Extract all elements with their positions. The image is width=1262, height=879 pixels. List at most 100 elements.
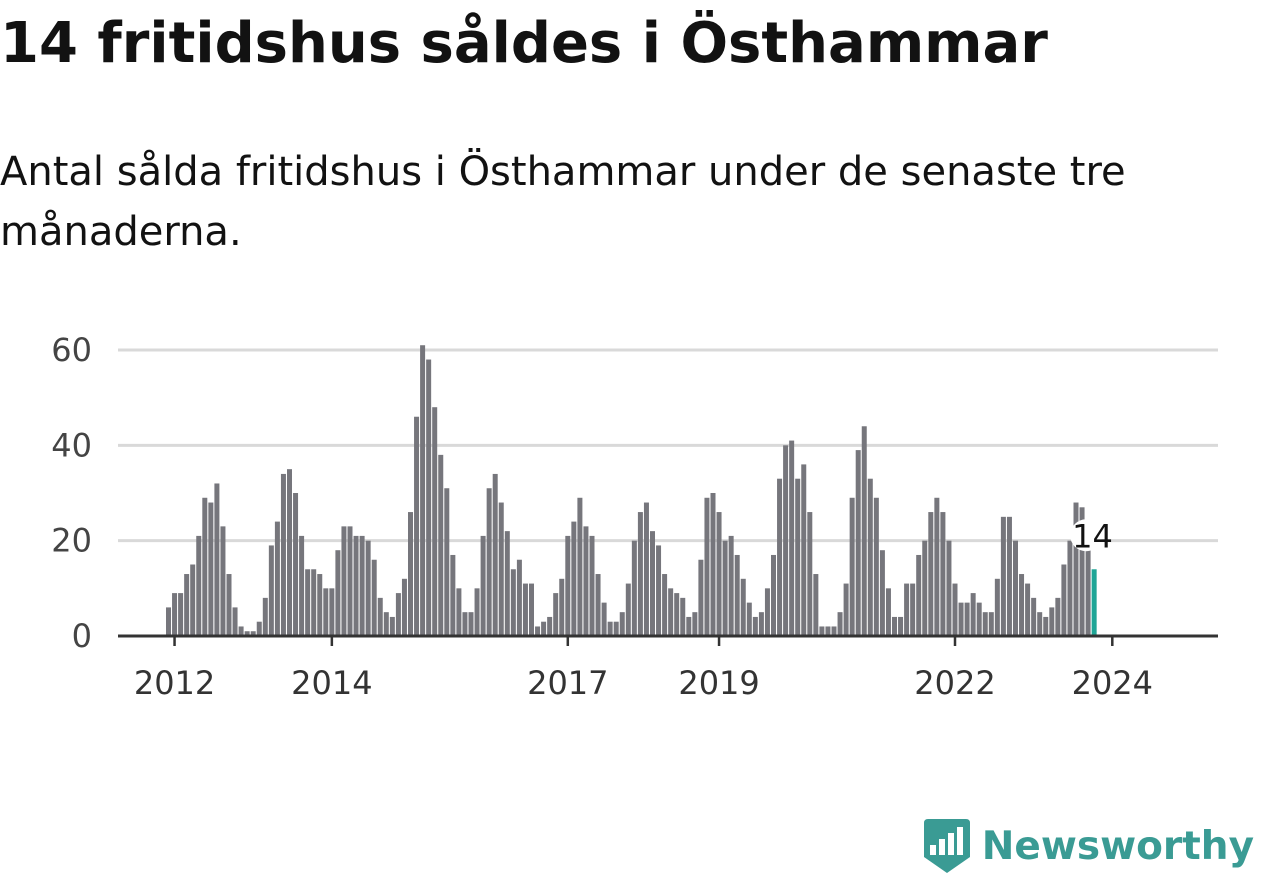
bar bbox=[172, 593, 178, 636]
bar bbox=[934, 497, 940, 636]
bar bbox=[849, 497, 855, 636]
bar bbox=[444, 488, 450, 636]
bar bbox=[335, 550, 341, 636]
bar bbox=[529, 583, 534, 636]
bar bbox=[553, 593, 559, 636]
bar bbox=[795, 478, 801, 636]
bar bbox=[486, 488, 492, 636]
bar bbox=[771, 554, 776, 636]
bar bbox=[256, 621, 262, 636]
bar bbox=[1073, 502, 1079, 636]
bar bbox=[1085, 550, 1091, 636]
bar bbox=[680, 597, 686, 636]
bar bbox=[801, 464, 807, 636]
bar bbox=[1061, 564, 1067, 636]
bar bbox=[637, 512, 643, 636]
bar bbox=[1000, 516, 1006, 636]
bar bbox=[208, 502, 214, 636]
bar bbox=[202, 497, 208, 636]
bar bbox=[976, 602, 982, 636]
bar bbox=[214, 483, 220, 636]
bar bbox=[686, 616, 692, 636]
bar bbox=[613, 621, 619, 636]
bar bbox=[698, 559, 704, 636]
bar bbox=[1043, 616, 1049, 636]
bar bbox=[450, 554, 456, 636]
bar bbox=[456, 588, 462, 636]
bar bbox=[293, 493, 299, 636]
bar bbox=[988, 612, 994, 636]
bar bbox=[952, 583, 958, 636]
bar bbox=[1049, 607, 1055, 636]
bar bbox=[722, 540, 728, 636]
bar bbox=[414, 416, 420, 636]
bar bbox=[565, 535, 571, 636]
chart-subtitle: Antal sålda fritidshus i Östhammar under… bbox=[0, 149, 1126, 255]
bar bbox=[383, 612, 389, 636]
newsworthy-logo-text: Newsworthy bbox=[981, 823, 1254, 869]
chart-title: 14 fritidshus såldes i Östhammar bbox=[0, 11, 1048, 76]
bar bbox=[311, 569, 317, 636]
bar bbox=[625, 583, 631, 636]
bar bbox=[982, 612, 988, 636]
bar bbox=[1031, 597, 1037, 636]
bar bbox=[226, 574, 232, 636]
bar bbox=[1079, 507, 1085, 636]
bar bbox=[504, 531, 510, 636]
bar bbox=[807, 512, 813, 636]
x-tick-label: 2012 bbox=[134, 664, 215, 702]
bar bbox=[607, 621, 613, 636]
x-tick-label: 2022 bbox=[914, 664, 995, 702]
bar bbox=[589, 535, 595, 636]
bars-layer bbox=[166, 345, 1097, 636]
bar bbox=[631, 540, 637, 636]
bar bbox=[710, 493, 716, 636]
bar bbox=[916, 554, 922, 636]
bar bbox=[1067, 540, 1073, 636]
bar bbox=[656, 545, 662, 636]
bar bbox=[958, 602, 964, 636]
y-tick-label: 60 bbox=[51, 331, 92, 369]
bar bbox=[359, 535, 365, 636]
bar bbox=[904, 583, 910, 636]
x-tick-label: 2019 bbox=[678, 664, 759, 702]
axis-layer: 0 20 40 60 2012 2014 2017 2019 2022 2024 14 bbox=[51, 331, 1218, 702]
x-tick-label: 2017 bbox=[527, 664, 608, 702]
bar bbox=[389, 616, 395, 636]
bar bbox=[898, 616, 904, 636]
bar bbox=[746, 602, 752, 636]
bar bbox=[734, 554, 740, 636]
bar bbox=[892, 616, 897, 636]
bar bbox=[492, 473, 498, 636]
bar bbox=[522, 583, 528, 636]
bar bbox=[432, 407, 438, 636]
bar bbox=[758, 612, 764, 636]
bar bbox=[462, 612, 468, 636]
bar bbox=[535, 626, 541, 636]
bar bbox=[662, 574, 668, 636]
bar bbox=[498, 502, 504, 636]
bar bbox=[274, 521, 280, 636]
bar bbox=[843, 583, 849, 636]
bar bbox=[280, 473, 286, 636]
bar bbox=[250, 631, 256, 636]
bar bbox=[232, 607, 238, 636]
bar bbox=[873, 497, 879, 636]
bar bbox=[777, 478, 783, 636]
bar bbox=[964, 602, 970, 636]
bar bbox=[740, 578, 746, 636]
bar bbox=[595, 574, 601, 636]
bar bbox=[819, 626, 825, 636]
bar bbox=[650, 531, 655, 636]
bar bbox=[547, 616, 553, 636]
newsworthy-logo[interactable]: Newsworthy bbox=[922, 817, 1254, 875]
bar bbox=[371, 559, 377, 636]
bar bbox=[704, 497, 710, 636]
bar bbox=[855, 450, 861, 636]
bar bbox=[879, 550, 885, 636]
x-tick-label: 2014 bbox=[291, 664, 372, 702]
bar bbox=[299, 535, 305, 636]
bar bbox=[1006, 516, 1012, 636]
bar bbox=[541, 621, 547, 636]
